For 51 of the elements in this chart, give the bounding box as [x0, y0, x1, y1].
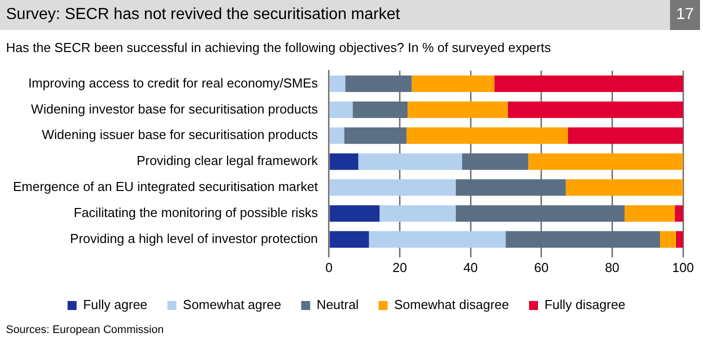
- bar: [380, 205, 456, 222]
- legend-label: Somewhat disagree: [394, 297, 509, 312]
- y-tick-label: Facilitating the monitoring of possible risks: [74, 205, 318, 220]
- bar: [676, 231, 683, 248]
- bar: [506, 231, 660, 248]
- bar: [330, 127, 344, 144]
- y-tick-label: Improving access to credit for real economy/SMEs: [28, 75, 318, 90]
- y-tick-label: Widening issuer base for securitisation products: [42, 127, 318, 142]
- bar: [462, 153, 528, 170]
- y-tick-label: Widening investor base for securitisation products: [31, 101, 318, 116]
- legend-label: Neutral: [316, 297, 359, 312]
- source-note: Sources: European Commission: [6, 324, 164, 336]
- bar: [330, 101, 353, 118]
- chart-subtitle: Has the SECR been successful in achieving the following objectives? In % of surveyed experts: [6, 40, 551, 55]
- text: 17: [670, 0, 700, 30]
- bar: [330, 231, 369, 248]
- bar: [345, 76, 412, 92]
- y-tick-label: Providing clear legal framework: [136, 153, 318, 168]
- bar: [344, 127, 406, 144]
- y-tick-label: Emergence of an EU integrated securitisation market: [12, 179, 318, 194]
- bar: [330, 179, 456, 196]
- bar: [456, 205, 625, 222]
- bar: [528, 153, 683, 170]
- x-tick-label: 0: [325, 260, 333, 275]
- legend-label: Somewhat agree: [182, 297, 282, 312]
- bar: [508, 101, 683, 118]
- bar: [406, 127, 568, 144]
- bar: [624, 205, 675, 222]
- bar: [352, 101, 408, 118]
- bar: [408, 101, 508, 118]
- bar: [568, 127, 683, 144]
- bar: [456, 179, 566, 196]
- bar: [660, 231, 676, 248]
- x-tick-label: 100: [672, 260, 694, 275]
- bar: [674, 205, 683, 222]
- y-tick-label: Providing a high level of investor protection: [70, 231, 318, 246]
- bar: [330, 205, 380, 222]
- bar: [330, 76, 346, 92]
- bar: [412, 76, 494, 92]
- legend-label: Fully disagree: [544, 297, 626, 312]
- bar: [330, 153, 358, 170]
- legend-label: Fully agree: [83, 297, 148, 312]
- bar: [358, 153, 462, 170]
- x-tick-label: 20: [392, 260, 407, 275]
- bar: [494, 76, 683, 92]
- x-tick-label: 40: [463, 260, 478, 275]
- bar: [566, 179, 683, 196]
- chart-title: Survey: SECR has not revived the securitisation market: [0, 0, 670, 30]
- x-tick-label: 80: [604, 260, 620, 275]
- x-tick-label: 60: [534, 260, 549, 275]
- bar: [368, 231, 506, 248]
